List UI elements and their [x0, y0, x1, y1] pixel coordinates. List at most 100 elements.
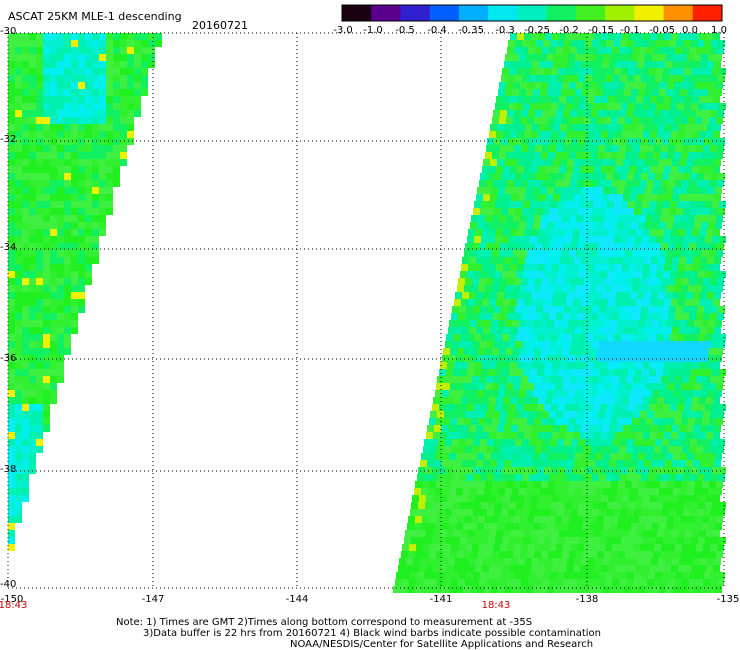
colorbar-segment — [546, 5, 577, 21]
swath-cell — [624, 390, 631, 397]
swath-cell — [670, 537, 677, 544]
swath-cell — [575, 390, 582, 397]
swath-cell — [675, 243, 682, 250]
swath-cell — [664, 495, 671, 502]
swath-cell — [604, 285, 611, 292]
swath-cell — [429, 418, 436, 425]
swath-cell — [504, 194, 511, 201]
swath-cell — [572, 334, 579, 341]
swath-cell — [493, 376, 500, 383]
swath-cell — [526, 523, 533, 530]
swath-cell — [718, 474, 725, 481]
swath-cell — [548, 117, 555, 124]
swath-cell — [495, 369, 502, 376]
swath-cell — [710, 47, 717, 54]
swath-cell — [493, 243, 500, 250]
swath-cell — [618, 418, 625, 425]
swath-cell — [550, 439, 557, 446]
swath-cell — [15, 313, 22, 320]
swath-cell — [57, 278, 64, 285]
swath-cell — [537, 236, 544, 243]
swath-cell — [509, 537, 516, 544]
swath-cell — [29, 271, 36, 278]
swath-cell — [499, 383, 506, 390]
swath-cell — [545, 33, 552, 40]
swath-cell — [649, 103, 656, 110]
swath-cell — [492, 152, 499, 159]
swath-cell — [71, 138, 78, 145]
swath-cell — [585, 509, 592, 516]
swath-cell — [687, 355, 694, 362]
swath-cell — [590, 215, 597, 222]
swath-cell — [493, 446, 500, 453]
swath-cell — [665, 61, 672, 68]
swath-cell — [522, 306, 529, 313]
swath-cell — [573, 397, 580, 404]
swath-cell — [71, 236, 78, 243]
swath-cell — [609, 460, 616, 467]
swath-cell — [712, 103, 719, 110]
swath-cell — [71, 110, 78, 117]
swath-cell — [632, 82, 639, 89]
swath-cell — [573, 495, 580, 502]
swath-cell — [662, 474, 669, 481]
swath-cell — [676, 75, 683, 82]
swath-cell — [559, 299, 566, 306]
swath-cell — [540, 453, 547, 460]
swath-cell — [8, 166, 15, 173]
swath-cell — [422, 516, 429, 523]
swath-cell — [630, 257, 637, 264]
swath-cell — [505, 89, 512, 96]
swath-cell — [50, 82, 57, 89]
swath-cell — [572, 103, 579, 110]
swath-cell — [99, 131, 106, 138]
swath-cell — [414, 488, 421, 495]
swath-cell — [71, 194, 78, 201]
swath-cell — [524, 530, 531, 537]
swath-cell — [536, 208, 543, 215]
swath-cell — [459, 439, 466, 446]
swath-cell — [639, 215, 646, 222]
swath-cell — [22, 390, 29, 397]
swath-cell — [120, 131, 127, 138]
swath-cell — [487, 173, 494, 180]
swath-cell — [638, 320, 645, 327]
swath-cell — [662, 341, 669, 348]
swath-cell — [606, 572, 613, 579]
swath-cell — [583, 152, 590, 159]
swath-cell — [633, 313, 640, 320]
swath-cell — [523, 404, 530, 411]
swath-cell — [578, 439, 585, 446]
swath-cell — [642, 369, 649, 376]
swath-cell — [657, 495, 664, 502]
swath-cell — [469, 460, 476, 467]
swath-cell — [629, 33, 636, 40]
swath-cell — [457, 383, 464, 390]
swath-cell — [654, 243, 661, 250]
swath-cell — [50, 208, 57, 215]
swath-cell — [573, 432, 580, 439]
swath-cell — [533, 222, 540, 229]
swath-cell — [708, 54, 715, 61]
swath-cell — [657, 432, 664, 439]
swath-cell — [600, 334, 607, 341]
swath-cell — [547, 488, 554, 495]
swath-cell — [469, 425, 476, 432]
swath-cell — [511, 194, 518, 201]
swath-cell — [589, 453, 596, 460]
swath-cell — [556, 243, 563, 250]
swath-cell — [607, 369, 614, 376]
swath-cell — [687, 89, 694, 96]
swath-cell — [663, 369, 670, 376]
swath-cell — [531, 131, 538, 138]
colorbar-label: -0.25 — [524, 25, 550, 36]
swath-cell — [666, 523, 673, 530]
lon-label: -144 — [285, 594, 309, 605]
swath-cell — [425, 502, 432, 509]
swath-cell — [663, 236, 670, 243]
swath-cell — [695, 383, 702, 390]
swath-cell — [502, 103, 509, 110]
swath-cell — [22, 96, 29, 103]
swath-cell — [638, 586, 645, 593]
swath-cell — [419, 530, 426, 537]
